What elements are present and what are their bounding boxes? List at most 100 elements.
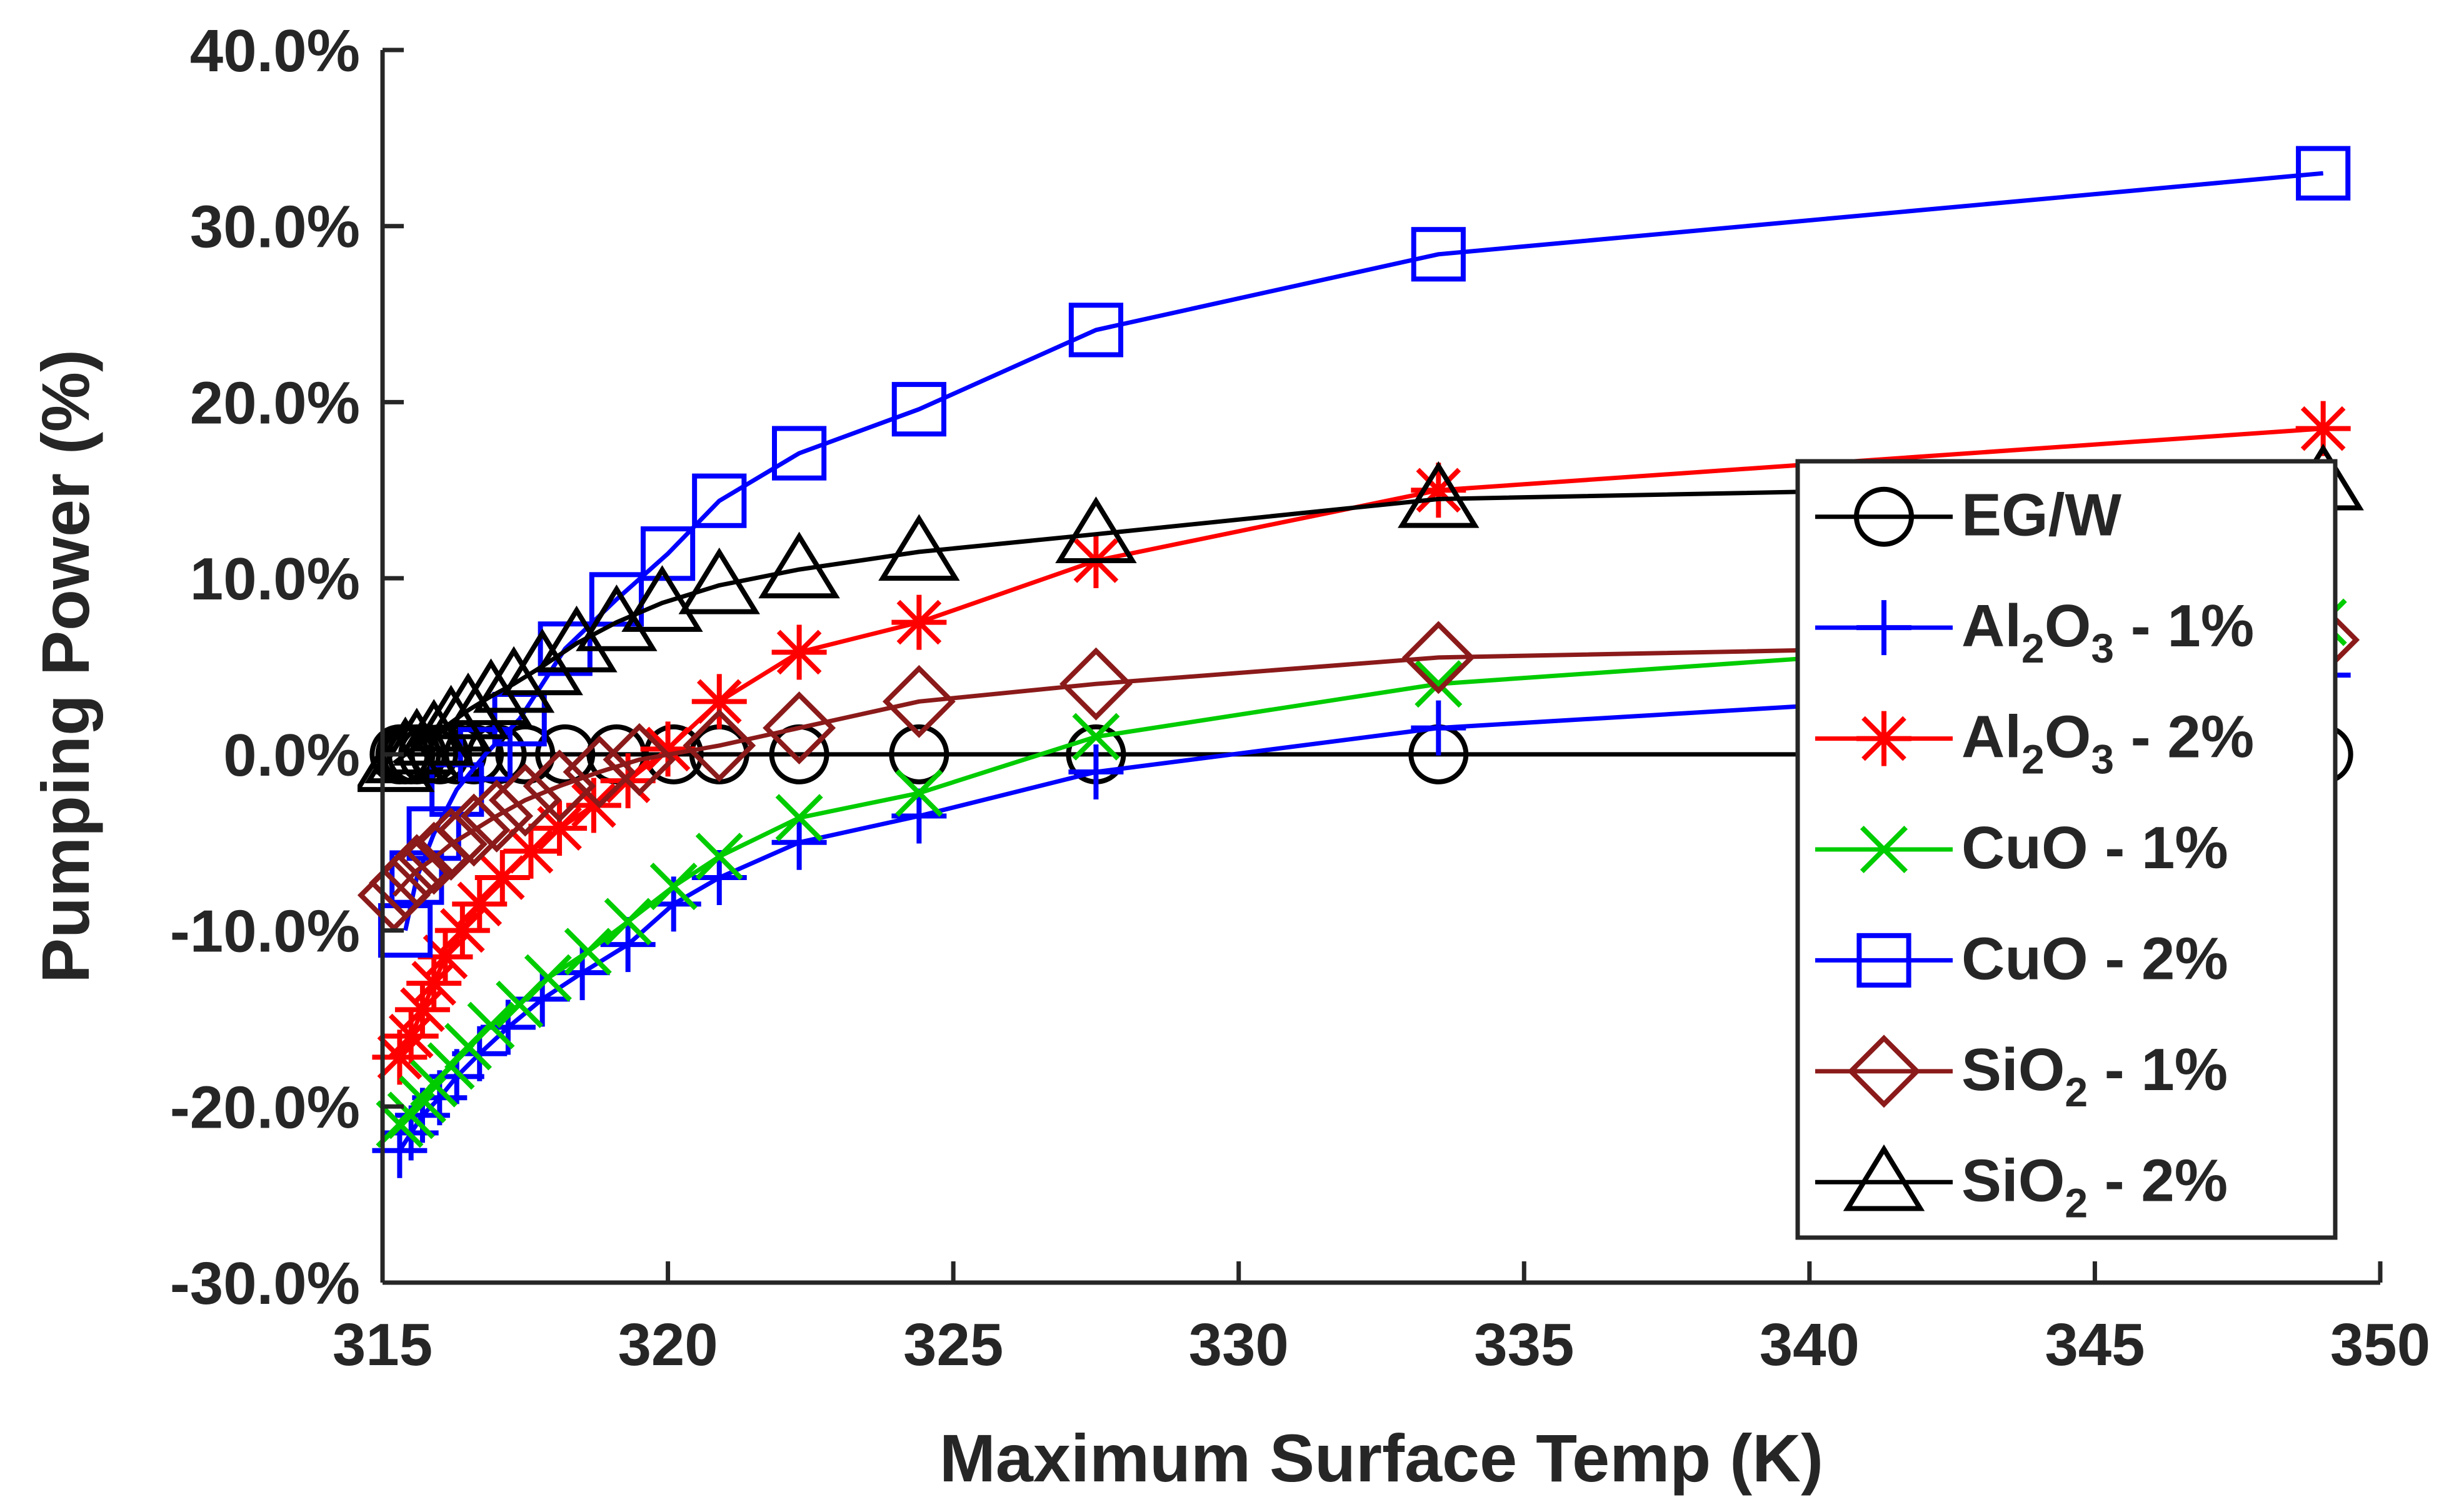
legend-label: SiO2 - 1% (1961, 1036, 2228, 1115)
legend-marker (1856, 933, 1911, 988)
data-point (358, 725, 435, 793)
data-point (891, 788, 947, 844)
x-tick-label: 315 (333, 1311, 433, 1378)
x-axis-title: Maximum Surface Temp (K) (939, 1420, 1823, 1496)
legend-marker (1854, 486, 1914, 547)
marker-stroke (1072, 713, 1120, 761)
data-point (1068, 303, 1124, 358)
x-tick-label: 320 (618, 1311, 718, 1378)
marker-shape (1055, 496, 1137, 563)
marker-shape (376, 708, 458, 775)
data-point (1059, 647, 1133, 721)
y-axis-title: Pumping Power (%) (28, 349, 103, 983)
x-tick-label: 340 (1760, 1311, 1860, 1378)
marker-shape (771, 426, 827, 481)
data-point (410, 684, 492, 752)
marker-shape (621, 565, 703, 632)
data-point (604, 898, 652, 946)
data-point (532, 801, 588, 856)
marker-shape (758, 531, 840, 599)
data-point (891, 594, 947, 650)
legend-item: SiO2 - 1% (1815, 1034, 2228, 1115)
legend-label: Al2O3 - 2% (1961, 704, 2254, 783)
legend-marker (1860, 825, 1908, 874)
y-tick-label: 40.0% (190, 18, 360, 84)
marker-stroke (457, 881, 503, 927)
marker-stroke (2300, 406, 2346, 451)
marker-stroke (524, 954, 572, 1002)
marker-shape (1398, 461, 1480, 528)
y-tick-label: 10.0% (190, 546, 360, 613)
marker-stroke (537, 806, 582, 851)
legend-label: EG/W (1961, 482, 2121, 549)
data-point (895, 769, 943, 817)
legend-item: Al2O3 - 1% (1815, 593, 2254, 671)
legend-marker (1843, 1144, 1925, 1211)
data-point (1068, 744, 1124, 800)
marker-stroke (776, 629, 822, 675)
data-point (649, 863, 698, 911)
data-point (563, 735, 636, 809)
x-tick-label: 345 (2045, 1311, 2145, 1378)
data-point (763, 691, 836, 765)
marker-stroke (564, 928, 612, 976)
y-tick-label: -30.0% (170, 1250, 360, 1317)
marker-stroke (645, 726, 691, 772)
marker-shape (488, 763, 562, 837)
legend-item: CuO - 1% (1815, 814, 2228, 881)
x-tick-label: 325 (903, 1311, 1003, 1378)
data-point (460, 779, 534, 853)
marker-stroke (695, 833, 743, 881)
data-point (503, 823, 559, 879)
data-point (564, 928, 612, 976)
marker-shape (563, 735, 636, 809)
legend-label: Al2O3 - 1% (1961, 593, 2254, 671)
data-point (380, 834, 454, 908)
data-point (1398, 461, 1480, 528)
marker-stroke (508, 828, 554, 874)
y-tick-label: -20.0% (170, 1074, 360, 1141)
series-line (392, 638, 2323, 897)
marker-shape (683, 709, 756, 783)
marker-stroke (423, 934, 468, 979)
data-point (882, 664, 956, 738)
x-tick-label: 330 (1189, 1311, 1289, 1378)
marker-shape (1068, 303, 1124, 358)
data-point (1411, 700, 1466, 756)
marker-stroke (1416, 468, 1461, 513)
axes-layer: -30.0% -20.0% -10.0% 0.0% 10.0% 20.0% 30.0% 40.… (170, 18, 2430, 1378)
marker-stroke (895, 769, 943, 817)
marker-shape (1854, 486, 1914, 547)
data-point (603, 723, 676, 796)
marker-stroke (467, 1001, 515, 1049)
marker-shape (1856, 933, 1911, 988)
data-point (771, 624, 827, 680)
marker-stroke (1860, 825, 1908, 874)
data-point (692, 473, 747, 528)
data-point (691, 674, 747, 729)
data-point (878, 514, 960, 581)
marker-shape (380, 834, 454, 908)
data-point (473, 646, 555, 713)
data-point (452, 876, 508, 932)
data-point (376, 708, 458, 775)
x-tick-label: 350 (2330, 1311, 2430, 1378)
marker-shape (410, 684, 492, 752)
y-tick-label: -10.0% (170, 898, 360, 965)
marker-shape (889, 724, 949, 784)
marker-stroke (896, 599, 942, 645)
legend-marker (1847, 1034, 1921, 1108)
legend-label: SiO2 - 2% (1961, 1147, 2228, 1226)
marker-shape (1847, 1034, 1921, 1108)
y-tick-label: 30.0% (190, 194, 360, 261)
marker-shape (495, 724, 556, 784)
marker-stroke (1415, 660, 1463, 708)
data-point (488, 763, 562, 837)
data-point (889, 724, 949, 784)
legend-marker (1856, 600, 1911, 656)
marker-stroke (571, 783, 616, 828)
data-point (891, 382, 946, 437)
y-tick-label: 0.0% (223, 722, 360, 789)
marker-shape (536, 605, 618, 673)
data-point (523, 749, 596, 823)
